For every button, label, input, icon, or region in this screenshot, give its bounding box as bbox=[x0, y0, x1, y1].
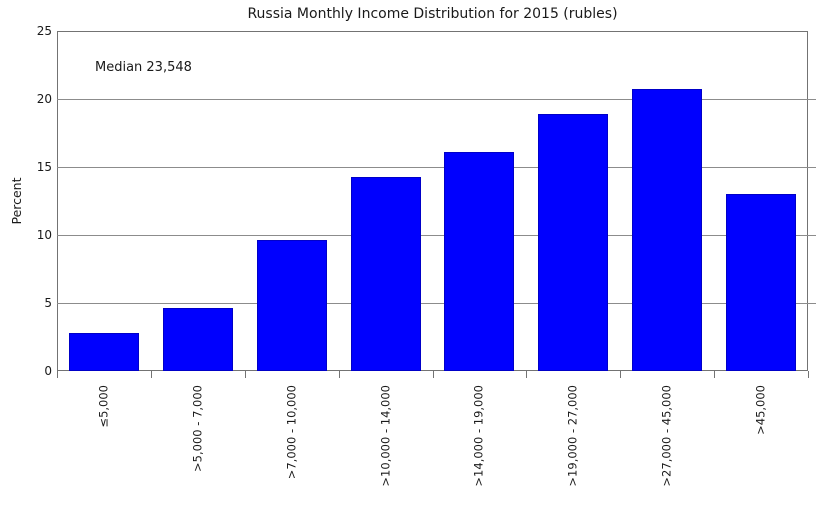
bar-1 bbox=[163, 308, 233, 371]
x-tick-label: >7,000 - 10,000 bbox=[284, 385, 299, 480]
x-tick-label: >27,000 - 45,000 bbox=[659, 385, 674, 487]
y-tick-label: 5 bbox=[44, 296, 52, 310]
chart-title: Russia Monthly Income Distribution for 2… bbox=[247, 6, 618, 22]
bar-6 bbox=[632, 89, 702, 371]
bar-7 bbox=[726, 194, 796, 371]
x-tick-label: ≤5,000 bbox=[96, 385, 111, 428]
median-annotation: Median 23,548 bbox=[95, 60, 192, 75]
bar-3 bbox=[351, 177, 421, 371]
x-axis-tick bbox=[433, 371, 434, 378]
x-tick-label: >19,000 - 27,000 bbox=[565, 385, 580, 487]
gridline-20 bbox=[57, 99, 816, 100]
x-tick-label: >45,000 bbox=[753, 385, 768, 435]
y-tick-label: 15 bbox=[36, 160, 52, 174]
y-tick-label: 25 bbox=[36, 24, 52, 38]
y-axis-label: Percent bbox=[9, 177, 24, 225]
x-tick-label: >5,000 - 7,000 bbox=[190, 385, 205, 472]
x-axis-tick bbox=[57, 371, 58, 378]
x-tick-label: >10,000 - 14,000 bbox=[378, 385, 393, 487]
bar-5 bbox=[538, 114, 608, 371]
gridline-15 bbox=[57, 167, 816, 168]
x-axis-tick bbox=[526, 371, 527, 378]
gridline-10 bbox=[57, 235, 816, 236]
y-tick-label: 20 bbox=[36, 92, 52, 106]
y-tick-label: 10 bbox=[36, 228, 52, 242]
x-axis-tick bbox=[151, 371, 152, 378]
y-tick-label: 0 bbox=[44, 364, 52, 378]
x-axis-tick bbox=[808, 371, 809, 378]
bar-4 bbox=[444, 152, 514, 371]
x-tick-label: >14,000 - 19,000 bbox=[471, 385, 486, 487]
bar-0 bbox=[69, 333, 139, 371]
x-axis-tick bbox=[620, 371, 621, 378]
x-axis-tick bbox=[339, 371, 340, 378]
x-axis-tick bbox=[714, 371, 715, 378]
gridline-5 bbox=[57, 303, 816, 304]
bar-2 bbox=[257, 240, 327, 371]
x-axis-tick bbox=[245, 371, 246, 378]
